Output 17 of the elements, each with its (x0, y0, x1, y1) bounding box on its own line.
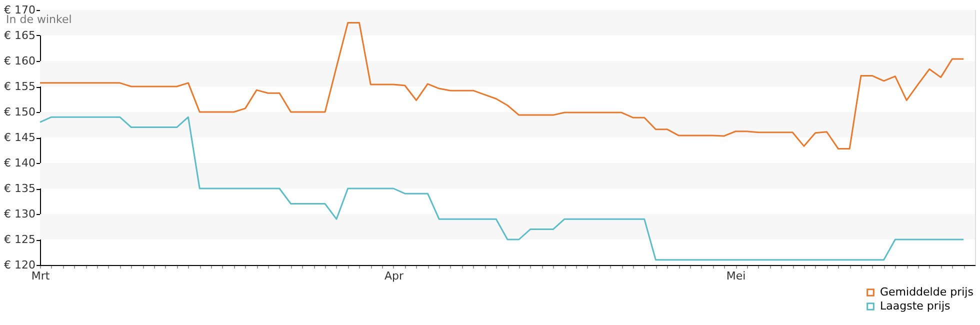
y-tick-label: € 155 (4, 80, 36, 93)
x-tick-label: Mei (726, 270, 746, 282)
y-tick-label: € 120 (4, 258, 36, 272)
x-tick-label: Mrt (31, 270, 50, 282)
y-tick-label: € 140 (4, 156, 36, 170)
x-tick-label: Apr (384, 270, 404, 282)
y-tick-label: € 160 (4, 54, 36, 68)
y-tick-label: € 130 (4, 208, 36, 220)
legend-label: Laagste prijs (880, 300, 951, 312)
y-tick-label: € 165 (4, 29, 36, 42)
y-tick-label: € 145 (4, 131, 36, 144)
legend-label: Gemiddelde prijs (880, 286, 974, 298)
y-tick-label: € 150 (4, 106, 36, 118)
line-series (39, 22, 964, 150)
y-tick-label: € 125 (4, 233, 36, 246)
y-tick-label: € 135 (4, 182, 36, 195)
line-series (39, 116, 964, 261)
